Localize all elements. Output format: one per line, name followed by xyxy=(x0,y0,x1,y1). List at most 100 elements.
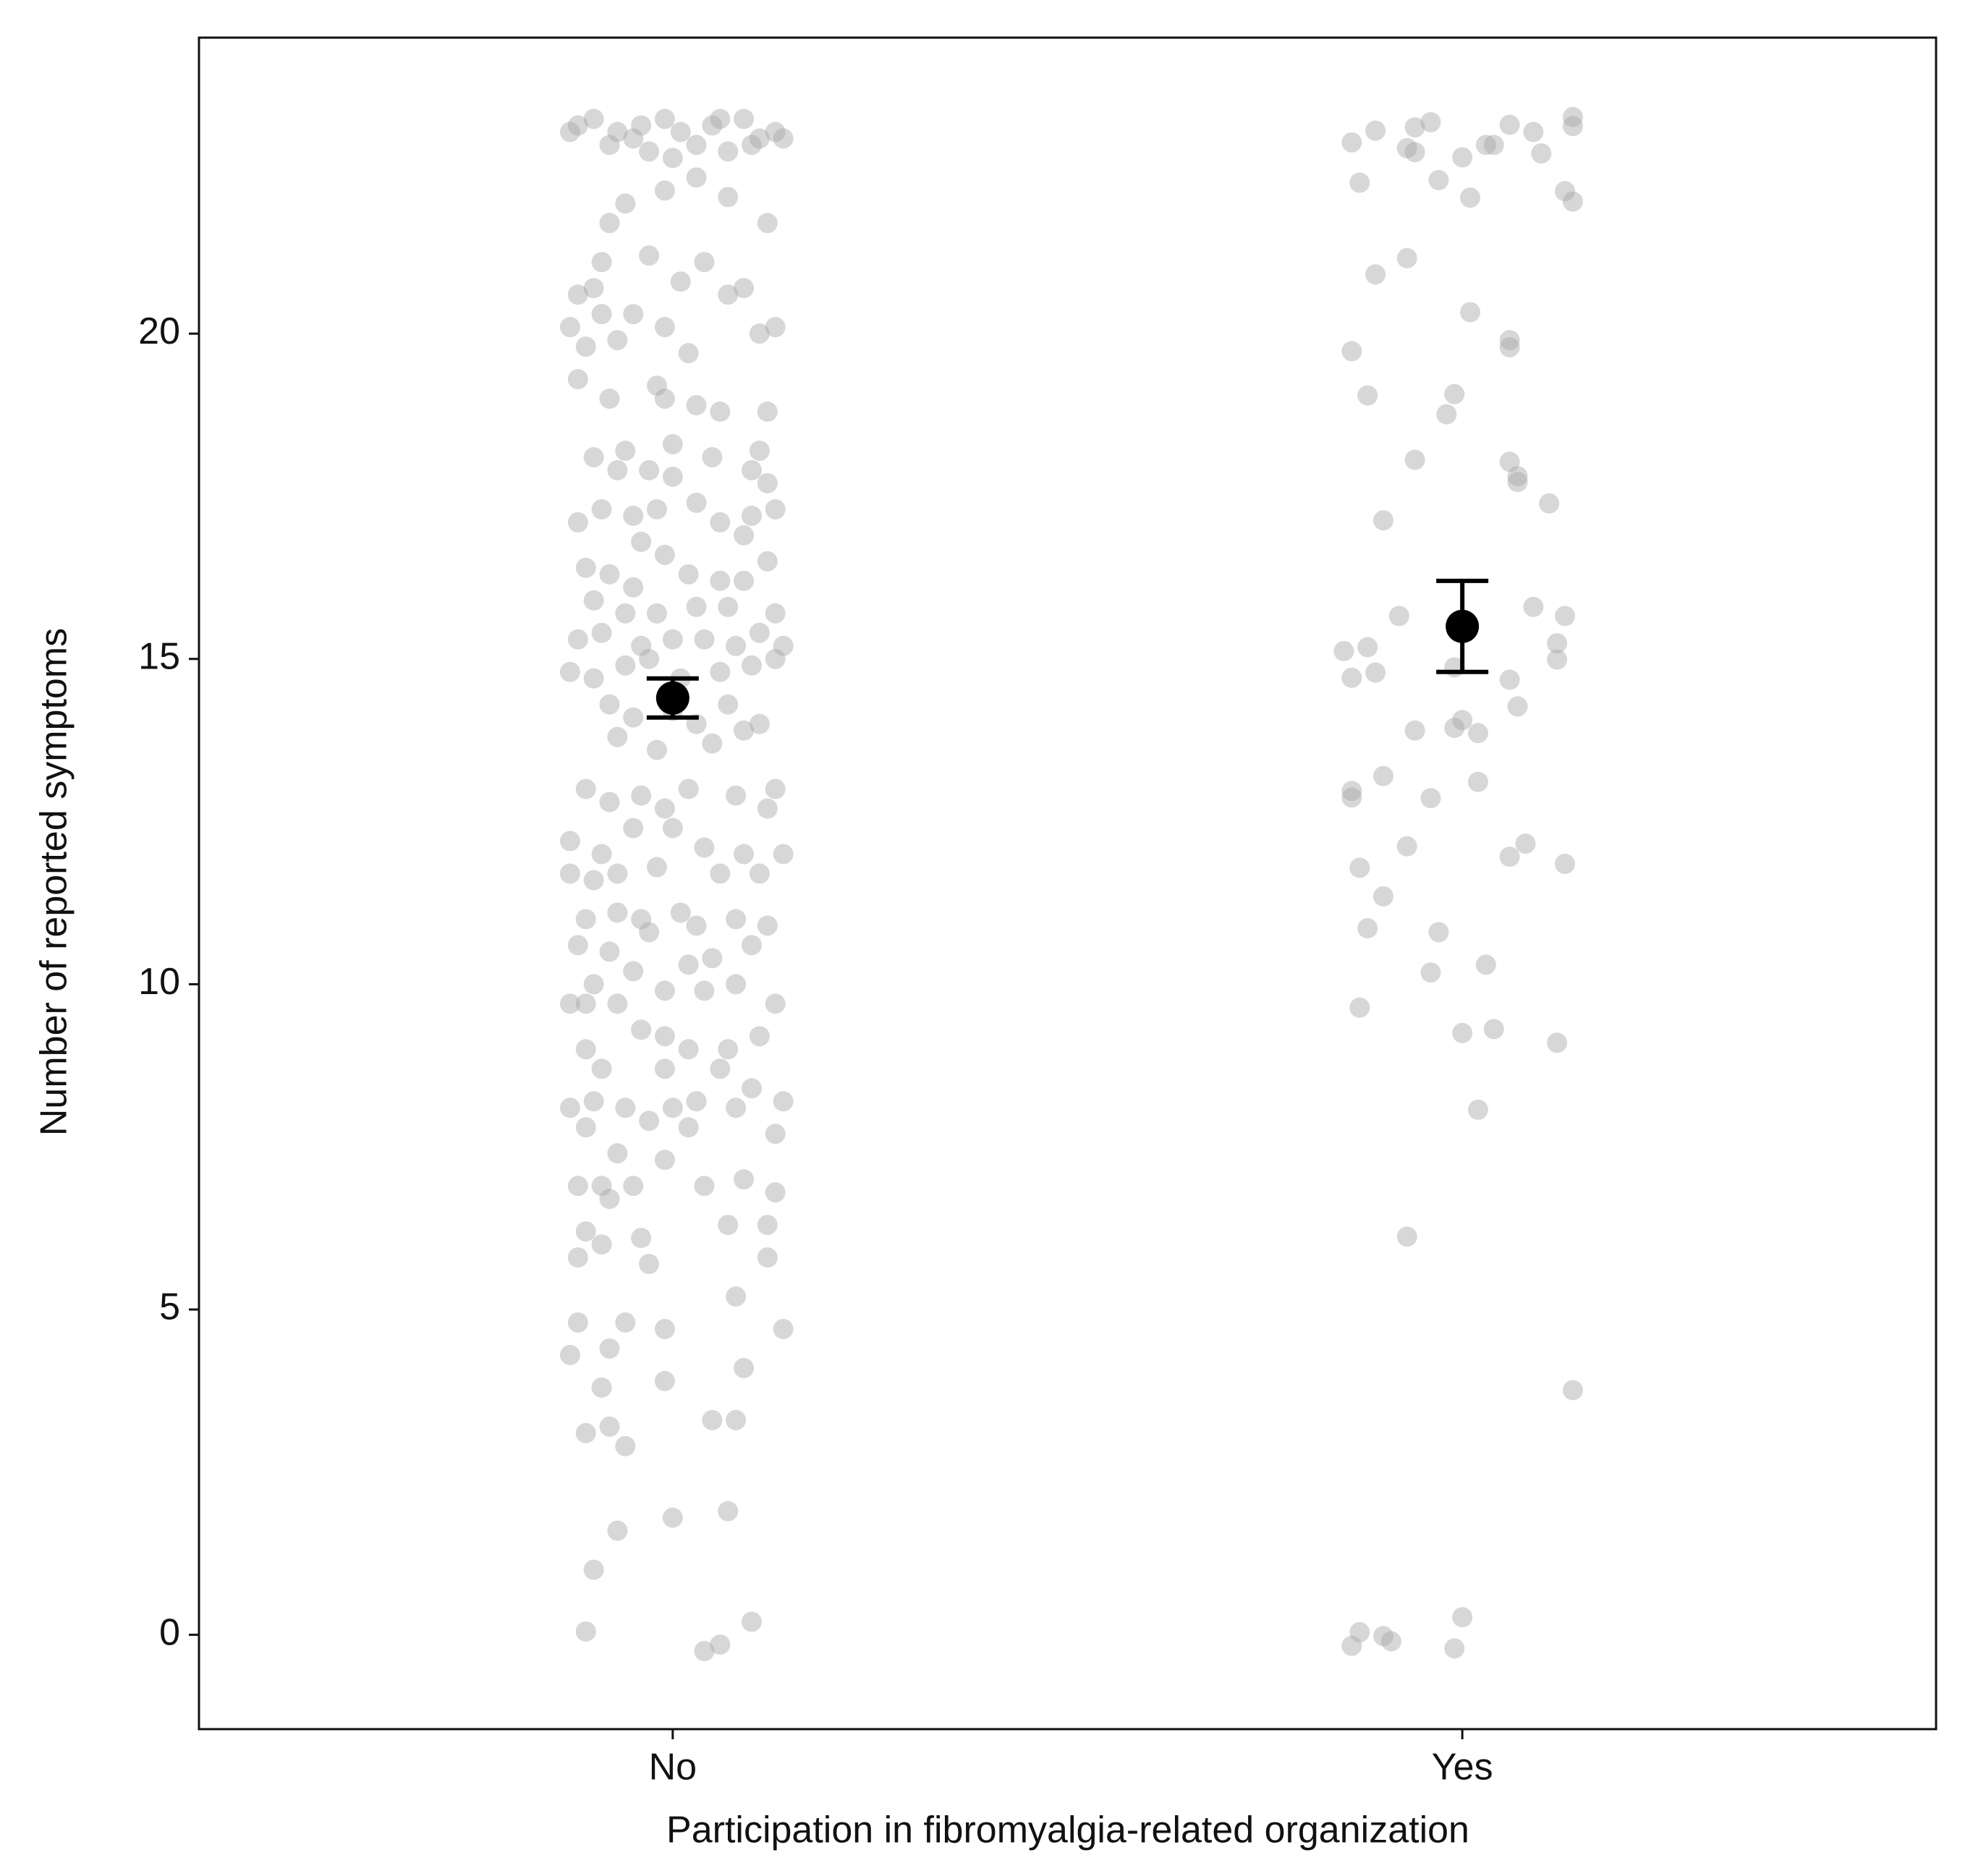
point xyxy=(662,818,683,839)
point xyxy=(615,1435,636,1456)
point xyxy=(575,1117,596,1138)
point xyxy=(1365,662,1386,683)
point xyxy=(662,466,683,487)
point xyxy=(773,128,794,149)
point xyxy=(1475,954,1496,975)
point xyxy=(678,1039,699,1060)
point xyxy=(615,655,636,676)
point xyxy=(749,713,770,734)
point xyxy=(702,447,723,468)
point xyxy=(686,915,707,936)
point xyxy=(1452,710,1473,731)
point xyxy=(1499,451,1520,472)
point xyxy=(749,863,770,884)
point xyxy=(662,1507,683,1528)
point xyxy=(773,1318,794,1339)
point xyxy=(1547,649,1568,670)
point xyxy=(615,193,636,214)
point xyxy=(1507,472,1528,493)
point xyxy=(583,870,604,891)
point xyxy=(1396,247,1417,268)
point xyxy=(773,1091,794,1112)
point xyxy=(575,336,596,357)
point xyxy=(694,980,715,1001)
point xyxy=(631,785,652,806)
point xyxy=(710,1058,731,1079)
point xyxy=(607,1520,628,1541)
point xyxy=(575,778,596,799)
point xyxy=(654,1058,675,1079)
point xyxy=(1499,337,1520,358)
point xyxy=(718,141,739,162)
point xyxy=(741,935,762,956)
point xyxy=(710,570,731,591)
plot-frame xyxy=(198,36,1938,1731)
point xyxy=(591,1377,612,1398)
point xyxy=(710,512,731,532)
point xyxy=(1444,1638,1465,1659)
point xyxy=(1452,1022,1473,1043)
point xyxy=(623,304,644,325)
point xyxy=(607,459,628,480)
point xyxy=(1341,132,1362,153)
point xyxy=(1341,1635,1362,1656)
point xyxy=(702,1409,723,1430)
point xyxy=(623,128,644,149)
point xyxy=(575,909,596,930)
point xyxy=(734,844,755,865)
point xyxy=(757,472,778,493)
point xyxy=(567,629,588,650)
point xyxy=(678,1117,699,1138)
point xyxy=(591,252,612,273)
point xyxy=(1499,669,1520,690)
point xyxy=(639,648,660,669)
point xyxy=(623,707,644,728)
point xyxy=(1420,962,1441,983)
point xyxy=(1523,596,1544,617)
mean-point xyxy=(1446,609,1480,643)
point xyxy=(718,187,739,208)
point xyxy=(1507,466,1528,487)
point xyxy=(615,441,636,462)
point xyxy=(694,1176,715,1197)
point xyxy=(646,603,667,624)
point xyxy=(1396,836,1417,857)
point xyxy=(599,694,620,715)
point xyxy=(1547,1032,1568,1053)
point xyxy=(607,330,628,351)
point xyxy=(607,1143,628,1164)
point xyxy=(1460,187,1481,208)
point xyxy=(1460,302,1481,323)
point xyxy=(773,635,794,656)
point xyxy=(1539,493,1560,514)
point xyxy=(757,915,778,936)
point xyxy=(599,1338,620,1359)
point xyxy=(1452,1607,1473,1628)
point xyxy=(654,180,675,201)
point xyxy=(1365,264,1386,285)
y-tick-label: 5 xyxy=(159,1286,180,1328)
point xyxy=(757,798,778,819)
point xyxy=(718,1215,739,1236)
point xyxy=(559,122,580,143)
point xyxy=(607,902,628,923)
point xyxy=(583,278,604,299)
point xyxy=(575,1221,596,1242)
point xyxy=(1404,449,1425,470)
point xyxy=(1357,637,1378,658)
point xyxy=(741,655,762,676)
point xyxy=(678,954,699,975)
point xyxy=(1555,854,1576,875)
point xyxy=(749,323,770,344)
point xyxy=(599,389,620,409)
point xyxy=(615,1312,636,1333)
point xyxy=(1404,720,1425,741)
point xyxy=(654,980,675,1001)
point xyxy=(575,1422,596,1443)
point xyxy=(1499,114,1520,135)
point xyxy=(686,492,707,513)
x-axis-title: Participation in fibromyalgia-related or… xyxy=(666,1809,1469,1851)
point xyxy=(702,115,723,136)
point xyxy=(1562,106,1583,127)
